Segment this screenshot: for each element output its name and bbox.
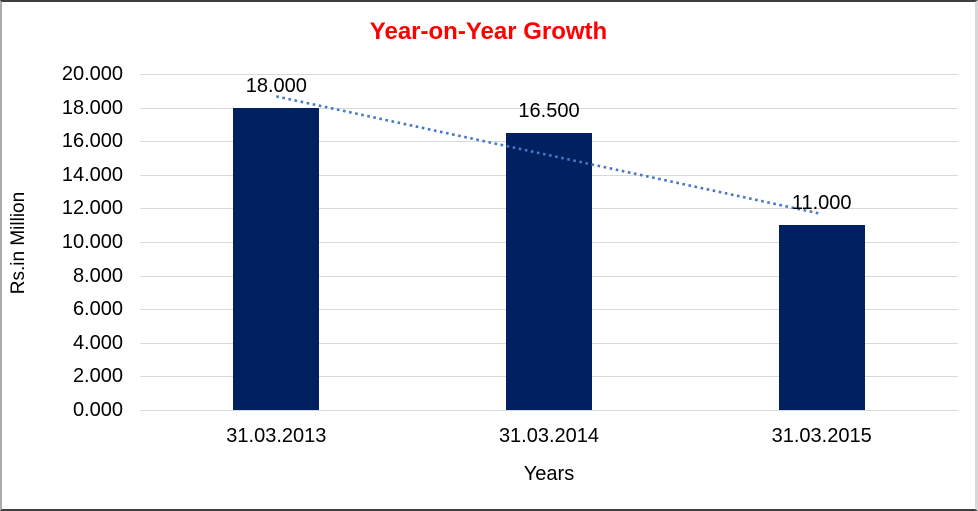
y-tick-label: 20.000 bbox=[61, 63, 123, 85]
x-axis-title: Years bbox=[523, 463, 575, 485]
y-tick-label: 10.000 bbox=[61, 231, 123, 253]
data-label: 11.000 bbox=[791, 192, 852, 215]
x-tick-label: 31.03.2015 bbox=[771, 425, 872, 447]
y-tick-label: 8.000 bbox=[72, 264, 123, 287]
gridline bbox=[140, 410, 958, 411]
y-tick-label: 0.000 bbox=[72, 399, 123, 421]
y-tick-label: 4.000 bbox=[72, 331, 123, 354]
y-axis-title: Rs.in Million bbox=[8, 191, 29, 295]
y-tick-label: 14.000 bbox=[61, 163, 123, 186]
data-label: 18.000 bbox=[245, 74, 307, 97]
gridline bbox=[140, 74, 958, 75]
bar bbox=[506, 132, 592, 410]
plot-area bbox=[140, 74, 958, 411]
y-tick-label: 6.000 bbox=[72, 298, 123, 321]
bar bbox=[233, 107, 320, 410]
x-tick-label: 31.03.2013 bbox=[226, 425, 327, 447]
bar bbox=[778, 225, 865, 410]
x-tick-label: 31.03.2014 bbox=[498, 425, 600, 447]
y-tick-label: 12.000 bbox=[61, 197, 123, 220]
y-tick-label: 18.000 bbox=[61, 96, 123, 119]
y-tick-label: 16.000 bbox=[61, 130, 123, 153]
data-label: 16.500 bbox=[518, 99, 580, 122]
chart-title: Year-on-Year Growth bbox=[369, 18, 608, 45]
y-tick-label: 2.000 bbox=[72, 365, 123, 388]
